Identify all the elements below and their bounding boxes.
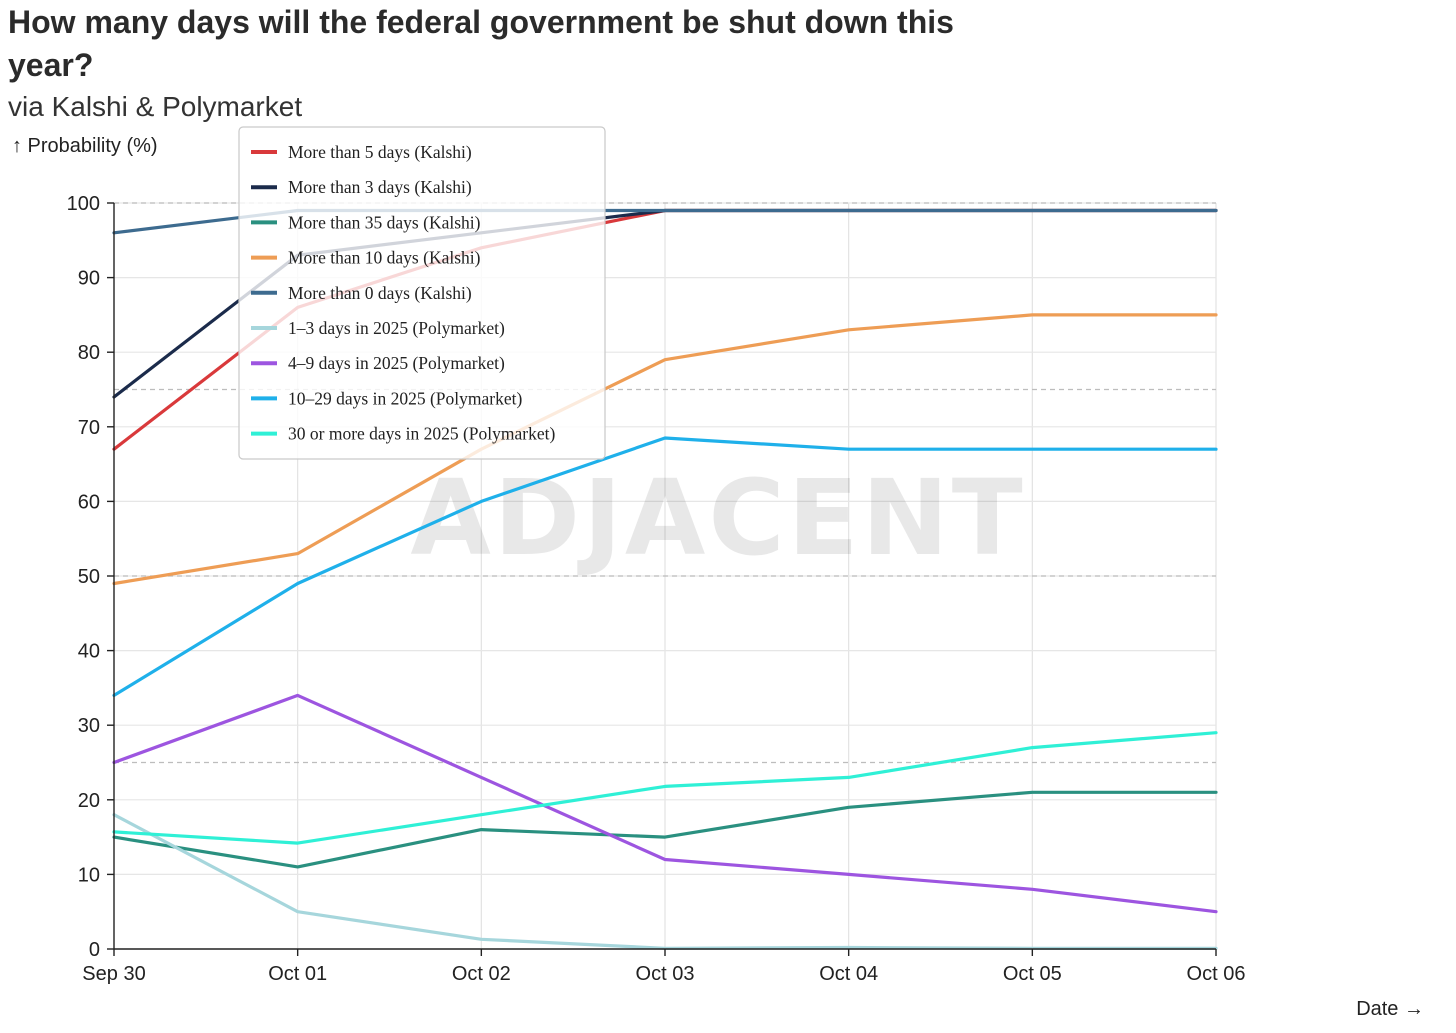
legend-entry: 10–29 days in 2025 (Polymarket) — [288, 388, 522, 408]
y-axis-label: ↑ Probability (%) — [12, 135, 158, 157]
series-line — [112, 731, 1218, 845]
legend-entry: More than 10 days (Kalshi) — [288, 248, 481, 268]
x-tick-label: Oct 01 — [268, 963, 327, 985]
x-tick-label: Oct 05 — [1003, 963, 1062, 985]
legend-entry: More than 35 days (Kalshi) — [288, 212, 481, 232]
x-tick-label: Oct 03 — [636, 963, 695, 985]
watermark: ADJACENT — [410, 457, 1025, 579]
y-tick-label: 100 — [67, 193, 100, 215]
y-tick-label: 40 — [78, 641, 100, 663]
chart-title: How many days will the federal governmen… — [8, 4, 954, 40]
y-tick-label: 10 — [78, 864, 100, 886]
y-tick-label: 60 — [78, 491, 100, 513]
legend-entry: More than 0 days (Kalshi) — [288, 283, 472, 303]
chart-title-continued: year? — [8, 47, 93, 83]
series-lines — [112, 208, 1218, 950]
y-tick-label: 70 — [78, 417, 100, 439]
x-tick-label: Oct 04 — [819, 963, 878, 985]
series-line — [112, 436, 1218, 698]
series-line — [112, 790, 1218, 869]
x-tick-label: Oct 02 — [452, 963, 511, 985]
series-line — [112, 313, 1218, 586]
series-line — [112, 693, 1218, 914]
x-tick-label: Oct 06 — [1187, 963, 1246, 985]
chart-subtitle: via Kalshi & Polymarket — [8, 91, 302, 122]
grid — [114, 202, 1217, 950]
legend-entry: 30 or more days in 2025 (Polymarket) — [288, 424, 555, 444]
y-tick-label: 20 — [78, 790, 100, 812]
y-tick-label: 0 — [89, 939, 100, 961]
legend-entry: 4–9 days in 2025 (Polymarket) — [288, 353, 505, 373]
y-tick-label: 50 — [78, 566, 100, 588]
legend-entry: More than 3 days (Kalshi) — [288, 177, 472, 197]
legend: More than 5 days (Kalshi) More than 3 day… — [238, 126, 606, 460]
legend-entry: 1–3 days in 2025 (Polymarket) — [288, 318, 505, 338]
legend-entry: More than 5 days (Kalshi) — [288, 142, 472, 162]
axes: 0 10 20 30 40 50 60 70 80 90 100 Sep 30 Oct 01 Oct 02… — [67, 193, 1246, 985]
x-tick-label: Sep 30 — [82, 963, 145, 985]
y-tick-label: 30 — [78, 715, 100, 737]
x-axis-label: Date → — [1356, 998, 1424, 1020]
y-tick-label: 90 — [78, 268, 100, 290]
legend-box — [238, 126, 606, 460]
y-tick-label: 80 — [78, 342, 100, 364]
